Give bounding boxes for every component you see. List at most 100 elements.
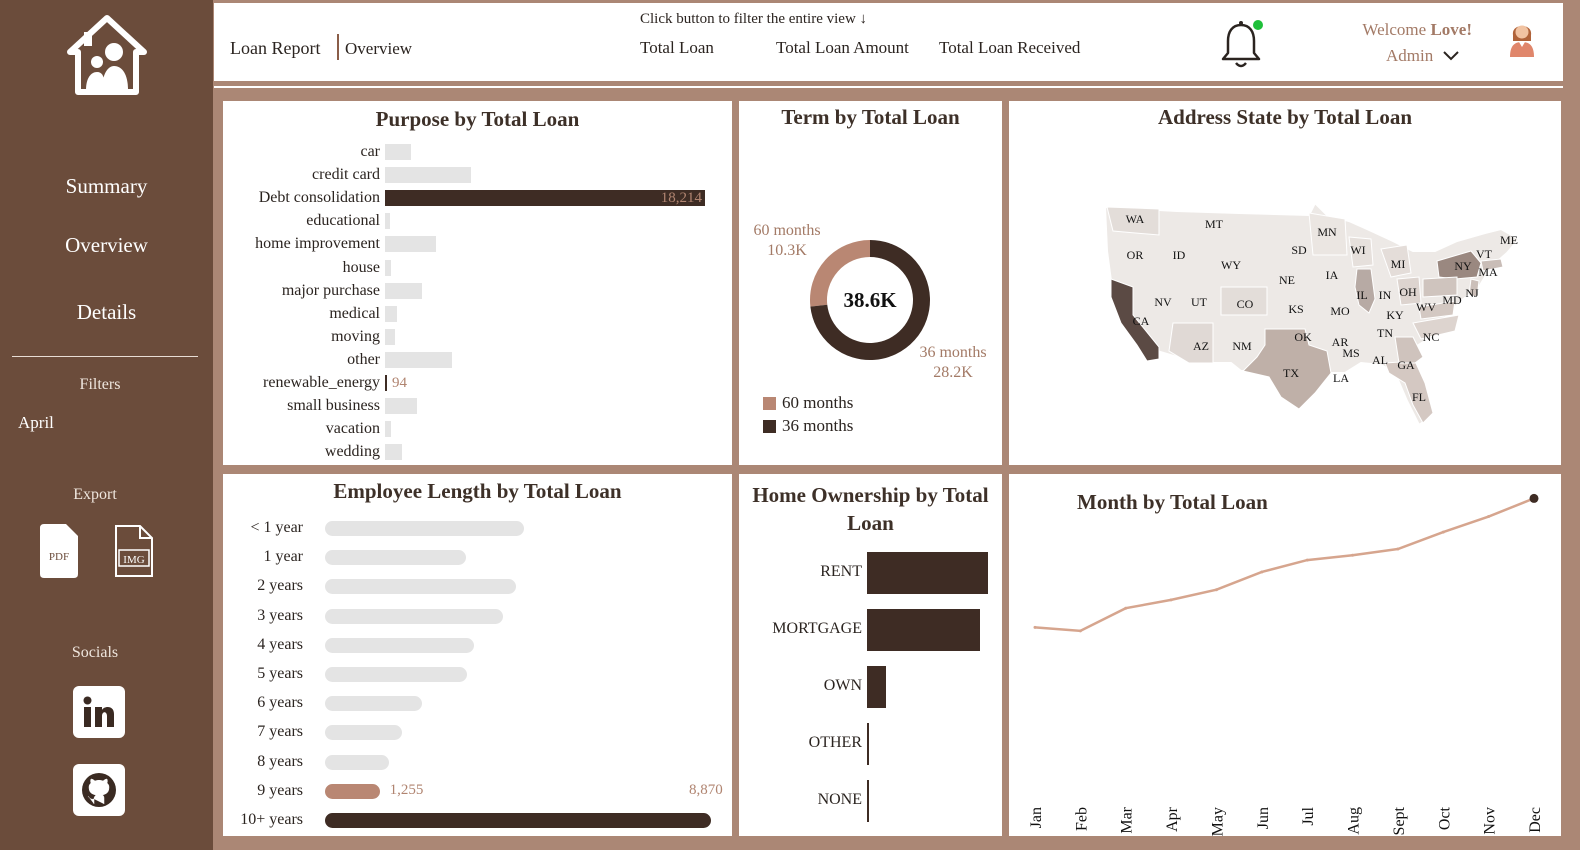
month-point-mar[interactable]: [1124, 606, 1128, 610]
purpose-row-other[interactable]: other: [223, 350, 732, 373]
purpose-row-small-business[interactable]: small business: [223, 396, 732, 419]
month-point-may[interactable]: [1214, 588, 1218, 592]
purpose-bar[interactable]: [385, 282, 422, 299]
export-pdf-button[interactable]: PDF: [40, 524, 78, 578]
state-shape-nc[interactable]: [1412, 314, 1460, 340]
purpose-row-medical[interactable]: medical: [223, 304, 732, 327]
state-shape-mi[interactable]: [1380, 244, 1412, 278]
state-shape-wa[interactable]: [1106, 206, 1160, 236]
state-shape-va[interactable]: [1418, 300, 1456, 320]
user-menu[interactable]: Admin: [1386, 46, 1459, 66]
employee-bar-1-year[interactable]: [325, 550, 466, 566]
purpose-row-debt-consolidation[interactable]: Debt consolidation 18,214: [223, 188, 732, 211]
state-shape-ga[interactable]: [1394, 336, 1424, 364]
avatar[interactable]: [1507, 17, 1537, 57]
breadcrumb-report[interactable]: Loan Report: [230, 38, 321, 58]
term-slice-60-months[interactable]: [810, 240, 871, 307]
employee-bar-6-years[interactable]: [325, 696, 422, 712]
purpose-row-educational[interactable]: educational: [223, 211, 732, 234]
state-shape-ma[interactable]: [1480, 258, 1504, 272]
state-shape-co[interactable]: [1220, 286, 1268, 316]
export-img-button[interactable]: IMG: [113, 524, 155, 578]
state-shape-fl[interactable]: [1384, 360, 1434, 424]
purpose-bar[interactable]: [385, 351, 452, 368]
month-point-feb[interactable]: [1078, 629, 1082, 633]
purpose-row-credit-card[interactable]: credit card: [223, 165, 732, 188]
state-shape-wi[interactable]: [1348, 236, 1374, 268]
home-bar-mortgage[interactable]: [867, 609, 980, 651]
state-shape-mn[interactable]: [1308, 212, 1348, 256]
state-shape-tx[interactable]: [1242, 328, 1332, 410]
term-legend-36[interactable]: 36 months: [763, 416, 853, 436]
employee-bar-9-years[interactable]: [325, 783, 380, 799]
nav-summary[interactable]: Summary: [65, 174, 148, 198]
home-bar-rent[interactable]: [867, 552, 988, 594]
employee-bar-7-years[interactable]: [325, 725, 403, 741]
employee-bar-10-years[interactable]: [325, 813, 711, 828]
month-point-jan[interactable]: [1033, 625, 1037, 629]
month-point-jul[interactable]: [1305, 558, 1309, 562]
state-shape-oh[interactable]: [1396, 276, 1422, 306]
purpose-row-vacation[interactable]: vacation: [223, 419, 732, 442]
home-bar-none[interactable]: [867, 780, 869, 822]
state-label-nv: NV: [1154, 295, 1172, 309]
employee-bar-3-years[interactable]: [325, 608, 503, 624]
employee-bar-2-years[interactable]: [325, 579, 516, 595]
purpose-bar[interactable]: [385, 421, 392, 438]
state-shape-pa[interactable]: [1422, 276, 1458, 298]
purpose-row-car[interactable]: car: [223, 142, 732, 165]
month-point-dec[interactable]: [1529, 493, 1539, 503]
purpose-bar[interactable]: [385, 398, 417, 415]
month-tick-label: May: [1209, 807, 1226, 836]
term-slice-36-months[interactable]: [810, 240, 930, 360]
home-bar-own[interactable]: [867, 666, 886, 708]
purpose-bar[interactable]: [385, 236, 436, 253]
employee-bar-4-years[interactable]: [325, 637, 475, 653]
purpose-bar[interactable]: [385, 328, 395, 345]
state-map: WA MT MN ME OR ID WY SD WI MI NY VT MA NE IA NV UT CO IL IN…: [1103, 201, 1521, 427]
month-point-nov[interactable]: [1487, 515, 1491, 519]
month-point-oct[interactable]: [1441, 530, 1445, 534]
purpose-bar[interactable]: [385, 213, 391, 230]
employee-bar-8-years[interactable]: [325, 754, 390, 770]
sidebar-divider: [12, 356, 198, 357]
purpose-row-major-purchase[interactable]: major purchase: [223, 281, 732, 304]
employee-bar-1-year[interactable]: [325, 521, 525, 536]
bell-icon[interactable]: [1218, 19, 1264, 71]
filter-value[interactable]: April: [18, 413, 54, 432]
state-label-la: LA: [1333, 371, 1349, 385]
employee-bar-5-years[interactable]: [325, 667, 468, 682]
linkedin-button[interactable]: [73, 686, 125, 738]
state-shape-nj[interactable]: [1468, 278, 1480, 298]
purpose-row-moving[interactable]: moving: [223, 327, 732, 350]
month-point-sept[interactable]: [1396, 547, 1400, 551]
purpose-row-house[interactable]: house: [223, 258, 732, 281]
state-shape-ny[interactable]: [1436, 250, 1482, 280]
purpose-bar[interactable]: [385, 259, 392, 276]
term-legend-60[interactable]: 60 months: [763, 393, 853, 413]
state-shape-il[interactable]: [1354, 268, 1376, 314]
filter-total-loan-button[interactable]: Total Loan: [640, 38, 714, 57]
state-label-wi: WI: [1350, 243, 1365, 257]
month-point-aug[interactable]: [1351, 553, 1355, 557]
purpose-bar[interactable]: [385, 375, 387, 391]
purpose-bar[interactable]: [385, 144, 412, 160]
filter-total-loan-amount-button[interactable]: Total Loan Amount: [776, 38, 909, 57]
home-bar-other[interactable]: [867, 723, 869, 765]
purpose-bar[interactable]: [385, 444, 402, 461]
purpose-bar[interactable]: [385, 167, 472, 184]
month-point-jun[interactable]: [1260, 570, 1264, 574]
nav-overview[interactable]: Overview: [65, 233, 148, 257]
purpose-row-renewable-energy[interactable]: renewable_energy 94: [223, 373, 732, 396]
filter-total-loan-received-button[interactable]: Total Loan Received: [939, 38, 1081, 57]
purpose-row-wedding[interactable]: wedding: [223, 442, 732, 465]
state-shape-ca[interactable]: [1110, 278, 1160, 362]
filters-heading: Filters: [79, 376, 121, 393]
purpose-bar[interactable]: [385, 305, 397, 322]
github-button[interactable]: [73, 764, 125, 816]
nav-details[interactable]: Details: [76, 300, 137, 324]
purpose-bar[interactable]: [385, 190, 705, 207]
month-point-apr[interactable]: [1169, 598, 1173, 602]
purpose-row-home-improvement[interactable]: home improvement: [223, 234, 732, 257]
state-shape-az[interactable]: [1168, 322, 1214, 364]
